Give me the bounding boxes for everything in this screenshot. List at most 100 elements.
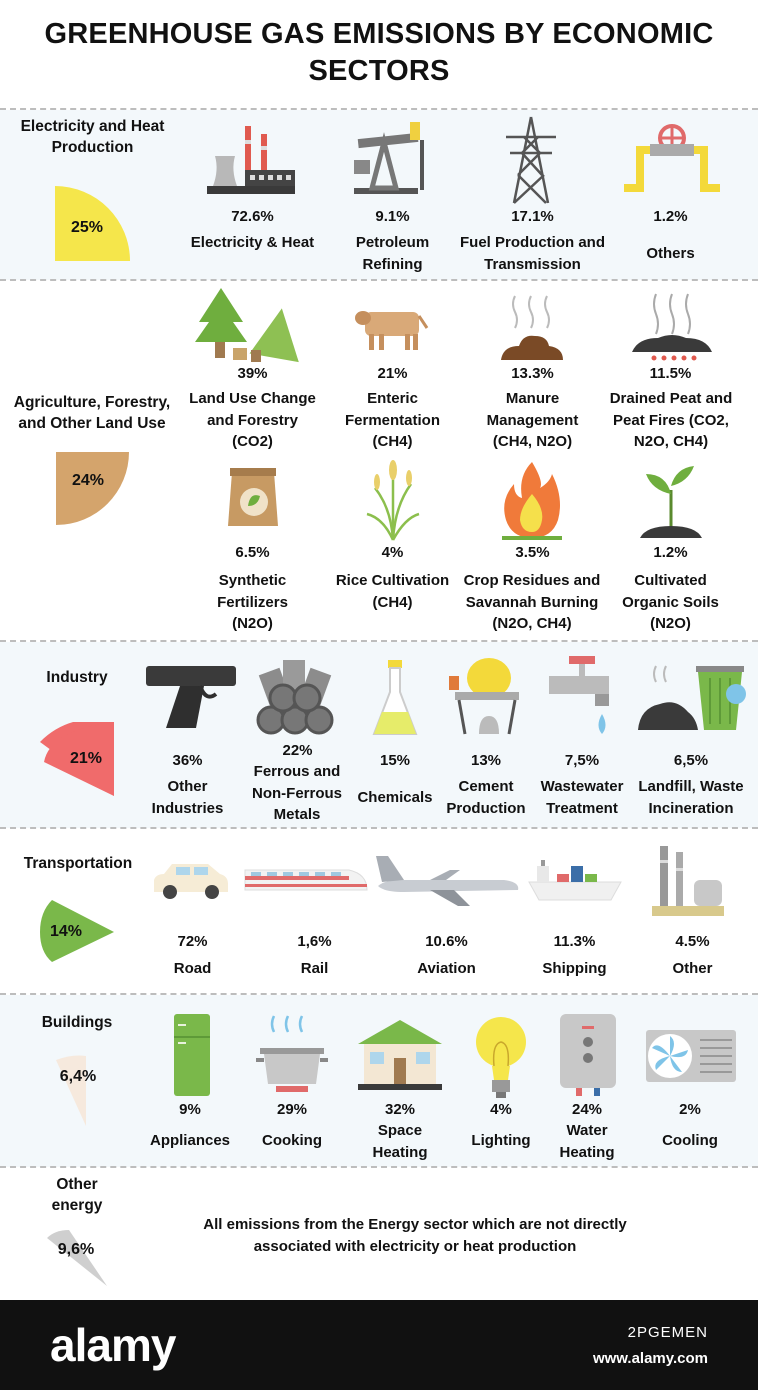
factory-icon bbox=[207, 126, 295, 194]
item-value: 72.6% bbox=[231, 208, 274, 225]
pie-slice-transportation bbox=[40, 900, 114, 962]
sector-label-buildings: Buildings bbox=[41, 1014, 113, 1031]
flask-icon bbox=[372, 660, 418, 735]
item-value: 1.2% bbox=[653, 544, 688, 561]
train-icon bbox=[244, 869, 368, 891]
item-label: Manure Management (CH4, N2O) bbox=[486, 390, 579, 450]
sector-label-transportation: Transportation bbox=[23, 855, 133, 872]
pie-wedge bbox=[56, 452, 129, 525]
pie-slice-electricity bbox=[55, 186, 130, 261]
item-value: 2% bbox=[679, 1101, 701, 1118]
item-value: 11.3% bbox=[553, 933, 596, 950]
cement-mixer-icon bbox=[449, 658, 519, 735]
item-value: 24% bbox=[571, 1101, 603, 1118]
item-value: 17.1% bbox=[511, 208, 554, 225]
item-value: 13% bbox=[470, 752, 502, 769]
sector-label-agriculture: Agriculture, Forestry, and Other Land Us… bbox=[13, 394, 171, 432]
item-label: Road bbox=[173, 960, 212, 977]
pie-slice-industry bbox=[40, 722, 114, 796]
separator bbox=[0, 640, 758, 642]
trees-icon bbox=[195, 288, 299, 363]
sector-label-other-energy: Other energy bbox=[51, 1176, 103, 1214]
car-icon bbox=[154, 864, 228, 899]
pie-wedge bbox=[47, 1230, 107, 1286]
item-value: 3.5% bbox=[515, 544, 550, 561]
item-label: Wastewater Treatment bbox=[540, 778, 624, 817]
item-value: 72% bbox=[177, 933, 208, 950]
item-label: Others bbox=[646, 245, 695, 262]
item-value: 9.1% bbox=[375, 208, 410, 225]
sector-share-industry: 21% bbox=[69, 750, 103, 767]
cooking-pot-icon bbox=[256, 1015, 328, 1092]
item-label: Cement Production bbox=[446, 778, 526, 817]
item-value: 11.5% bbox=[649, 365, 692, 382]
pistol-icon bbox=[146, 666, 236, 728]
item-label: Rice Cultivation (CH4) bbox=[335, 572, 450, 611]
refinery-icon bbox=[652, 846, 724, 916]
item-value: 10.6% bbox=[425, 933, 468, 950]
sprout-icon bbox=[640, 466, 702, 538]
item-value: 4% bbox=[381, 544, 404, 561]
pie-wedge bbox=[55, 186, 130, 261]
item-value: 6,5% bbox=[673, 752, 709, 769]
item-label: Cooling bbox=[662, 1132, 718, 1149]
item-value: 22% bbox=[282, 742, 313, 759]
item-label: Land Use Change and Forestry (CO2) bbox=[189, 390, 316, 450]
website-link[interactable]: www.alamy.com bbox=[592, 1350, 708, 1367]
item-label: Other bbox=[672, 960, 713, 977]
separator bbox=[0, 827, 758, 829]
fire-icon bbox=[502, 462, 562, 540]
water-heater-icon bbox=[560, 1014, 616, 1096]
item-label: Synthetic Fertilizers (N2O) bbox=[217, 572, 288, 632]
waste-bin-icon bbox=[638, 665, 746, 730]
item-value: 39% bbox=[237, 365, 268, 382]
separator bbox=[0, 1166, 758, 1168]
item-label: Appliances bbox=[149, 1132, 231, 1149]
item-value: 13.3% bbox=[511, 365, 554, 382]
item-value: 29% bbox=[276, 1101, 308, 1118]
item-value: 1.2% bbox=[653, 208, 688, 225]
pipe-valve-icon bbox=[624, 124, 720, 192]
rice-icon bbox=[366, 460, 420, 541]
item-label: Space Heating bbox=[372, 1122, 428, 1161]
sector-share-agriculture: 24% bbox=[71, 472, 105, 489]
item-label: Electricity & Heat bbox=[190, 234, 315, 251]
item-label: Ferrous and Non-Ferrous Metals bbox=[252, 763, 342, 823]
watermark-footer: alamy 2PGEMEN www.alamy.com bbox=[0, 1300, 758, 1390]
item-label: Rail bbox=[300, 960, 329, 977]
image-code: 2PGEMEN bbox=[627, 1324, 708, 1341]
separator bbox=[0, 279, 758, 281]
sector-share-electricity: 25% bbox=[70, 219, 104, 236]
title-line-2: SECTORS bbox=[308, 55, 450, 87]
pie-slice-buildings bbox=[56, 1055, 86, 1126]
item-label: Shipping bbox=[542, 960, 607, 977]
item-value: 9% bbox=[179, 1101, 201, 1118]
cow-icon bbox=[355, 311, 429, 350]
other-energy-note: All emissions from the Energy sector whi… bbox=[203, 1216, 627, 1255]
house-icon bbox=[358, 1020, 442, 1090]
sector-share-other-energy: 9,6% bbox=[57, 1241, 95, 1258]
light-bulb-icon bbox=[476, 1017, 526, 1098]
airplane-icon bbox=[376, 856, 519, 906]
sector-share-buildings: 6,4% bbox=[59, 1068, 97, 1085]
item-label: Other Industries bbox=[151, 778, 224, 817]
faucet-icon bbox=[549, 656, 609, 734]
item-label: Drained Peat and Peat Fires (CO2, N2O, C… bbox=[609, 390, 733, 450]
pie-wedge bbox=[40, 900, 114, 962]
manure-icon bbox=[501, 295, 563, 360]
item-value: 21% bbox=[377, 365, 408, 382]
pipes-icon bbox=[256, 660, 334, 735]
sector-label-industry: Industry bbox=[46, 669, 108, 686]
item-label: Enteric Fermentation (CH4) bbox=[344, 390, 440, 450]
pie-slice-agriculture bbox=[56, 452, 129, 525]
item-label: Landfill, Waste Incineration bbox=[638, 778, 744, 817]
item-value: 7,5% bbox=[564, 752, 600, 769]
item-label: Aviation bbox=[417, 960, 476, 977]
item-value: 1,6% bbox=[297, 933, 332, 950]
item-label: Chemicals bbox=[357, 789, 433, 806]
air-conditioner-icon bbox=[646, 1030, 736, 1082]
item-value: 15% bbox=[379, 752, 411, 769]
pie-slice-other-energy bbox=[47, 1230, 107, 1286]
oil-pump-icon bbox=[354, 122, 424, 194]
infographic-title: GREENHOUSE GAS EMISSIONS BY ECONOMIC SEC… bbox=[0, 16, 758, 90]
